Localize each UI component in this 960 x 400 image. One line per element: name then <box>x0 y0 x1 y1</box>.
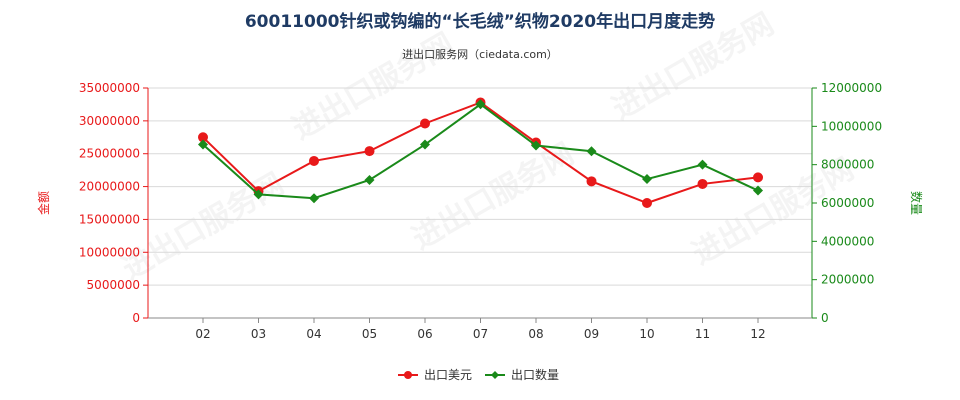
series-point-1 <box>309 193 319 204</box>
left-axis-tick-label: 25000000 <box>79 147 140 161</box>
series-point-0 <box>642 198 652 208</box>
series-point-1 <box>753 185 763 196</box>
series-point-1 <box>253 189 264 200</box>
left-axis-tick-label: 10000000 <box>79 245 140 259</box>
x-axis-tick-label: 03 <box>251 327 266 341</box>
legend-marker-1 <box>491 371 499 379</box>
series-point-1 <box>586 146 597 157</box>
series-point-1 <box>364 175 375 185</box>
x-axis-tick-label: 06 <box>417 327 432 341</box>
x-axis-tick-label: 07 <box>473 327 488 341</box>
right-axis-tick-label: 6000000 <box>821 196 874 210</box>
x-axis-tick-label: 11 <box>695 327 710 341</box>
series-point-1 <box>642 174 652 185</box>
series-point-0 <box>309 155 319 166</box>
right-axis-label: 数量 <box>909 191 924 215</box>
chart-subtitle: 进出口服务网（ciedata.com） <box>402 47 558 61</box>
right-axis-tick-label: 10000000 <box>821 119 882 133</box>
left-axis-tick-label: 0 <box>132 311 140 325</box>
left-axis-tick-label: 5000000 <box>87 278 140 292</box>
series-point-1 <box>198 139 208 150</box>
x-axis-tick-label: 05 <box>362 327 377 341</box>
x-axis-tick-label: 09 <box>584 327 599 341</box>
left-axis-tick-label: 35000000 <box>79 81 140 95</box>
right-axis-tick-label: 4000000 <box>821 234 874 248</box>
legend-label-1: 出口数量 <box>511 367 559 382</box>
series-layer <box>198 97 763 208</box>
watermark-text: 进出口服务网 <box>287 27 460 147</box>
series-point-0 <box>586 176 597 187</box>
left-axis-tick-label: 15000000 <box>79 212 140 226</box>
legend: 出口美元 出口数量 <box>398 367 559 382</box>
series-point-0 <box>753 172 763 183</box>
x-axis-tick-label: 08 <box>528 327 543 341</box>
chart-title: 60011000针织或钩编的“长毛绒”织物2020年出口月度走势 <box>245 11 715 32</box>
series-point-1 <box>475 99 486 110</box>
x-axis-tick-label: 10 <box>639 327 654 341</box>
left-axis-tick-label: 30000000 <box>79 114 140 128</box>
series-point-1 <box>531 140 541 151</box>
series-point-0 <box>364 146 375 157</box>
series-point-1 <box>697 159 708 170</box>
watermark-text: 进出口服务网 <box>117 167 290 287</box>
x-axis-tick-label: 02 <box>195 327 210 341</box>
legend-label-0: 出口美元 <box>424 368 472 382</box>
series-point-0 <box>198 132 208 143</box>
x-axis-tick-label: 12 <box>750 327 765 341</box>
series-point-1 <box>420 139 430 150</box>
legend-marker-0 <box>404 371 412 379</box>
right-axis-tick-label: 12000000 <box>821 81 882 95</box>
axes-layer: 0500000010000000150000002000000025000000… <box>79 81 882 341</box>
x-axis-tick-label: 04 <box>306 327 321 341</box>
left-axis-label: 金额 <box>36 191 51 215</box>
right-axis-tick-label: 2000000 <box>821 273 874 287</box>
right-axis-tick-label: 8000000 <box>821 158 874 172</box>
right-axis-tick-label: 0 <box>821 311 829 325</box>
series-point-0 <box>697 178 708 189</box>
series-point-0 <box>420 118 430 129</box>
left-axis-tick-label: 20000000 <box>79 180 140 194</box>
